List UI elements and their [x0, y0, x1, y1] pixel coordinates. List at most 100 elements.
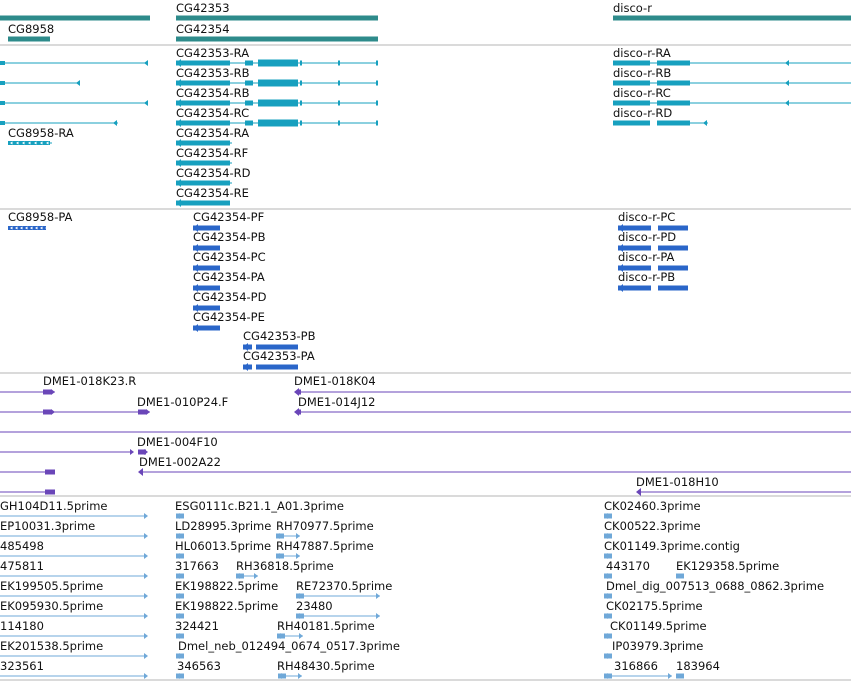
strand-arrow-left — [176, 553, 180, 559]
exon-block — [613, 60, 650, 66]
strand-arrow-left — [176, 593, 180, 599]
strand-arrow-left — [193, 244, 198, 252]
strand-arrow-left — [243, 363, 248, 371]
strand-arrow-left — [138, 468, 143, 476]
exon-block — [676, 573, 684, 579]
strand-arrow-left — [22, 141, 25, 145]
exon-block — [376, 100, 378, 106]
strand-arrow-left — [604, 593, 608, 599]
exon-block — [252, 364, 256, 370]
strand-arrow-left — [144, 100, 148, 106]
strand-arrow-left — [294, 388, 299, 396]
strand-arrow-right — [144, 613, 148, 619]
strand-arrow-left — [243, 343, 248, 351]
strand-arrow-right — [144, 633, 148, 639]
strand-arrow-left — [193, 224, 198, 232]
gene-bar — [176, 36, 378, 42]
exon-block — [658, 285, 688, 291]
strand-arrow-left — [236, 573, 240, 579]
exon-block — [176, 160, 230, 166]
strand-arrow-left — [10, 226, 13, 230]
strand-arrow-left — [604, 513, 608, 519]
strand-arrow-left — [193, 324, 198, 332]
exon-block — [0, 81, 5, 85]
strand-arrow-left — [618, 284, 623, 292]
exon-block — [376, 60, 378, 66]
exon-block — [618, 265, 651, 271]
strand-arrow-left — [276, 533, 280, 539]
strand-arrow-left — [296, 593, 300, 599]
strand-arrow-left — [785, 80, 789, 86]
exon-block — [658, 225, 688, 231]
strand-arrow-right — [51, 389, 55, 395]
exon-block — [138, 449, 146, 455]
exon-block — [618, 245, 651, 251]
exon-block — [176, 120, 230, 126]
strand-arrow-left — [604, 653, 608, 659]
strand-arrow-left — [35, 226, 38, 230]
exon-block — [613, 120, 650, 126]
strand-arrow-left — [40, 141, 43, 145]
strand-arrow-left — [176, 653, 180, 659]
exon-block — [252, 344, 256, 350]
exon-block — [300, 80, 302, 86]
strand-arrow-left — [193, 304, 198, 312]
exon-block — [338, 80, 340, 86]
strand-arrow-left — [618, 244, 623, 252]
strand-arrow-left — [113, 120, 117, 126]
strand-arrow-right — [144, 513, 148, 519]
exon-block — [193, 305, 220, 311]
strand-arrow-right — [144, 573, 148, 579]
exon-block — [43, 389, 51, 395]
strand-arrow-left — [176, 79, 181, 87]
exon-block — [0, 121, 5, 125]
exon-block — [613, 100, 650, 106]
exon-block — [243, 364, 298, 370]
strand-arrow-left — [785, 100, 789, 106]
gene-bar — [176, 15, 378, 21]
exon-block — [193, 285, 220, 291]
strand-arrow-left — [176, 513, 180, 519]
exon-block — [338, 60, 340, 66]
strand-arrow-right — [299, 633, 303, 639]
strand-arrow-left — [176, 673, 180, 679]
strand-arrow-left — [785, 60, 789, 66]
exon-block — [676, 673, 684, 679]
exon-block — [658, 265, 688, 271]
exon-block — [300, 100, 302, 106]
exon-block — [300, 120, 302, 126]
exon-block — [613, 80, 650, 86]
strand-arrow-left — [16, 141, 19, 145]
strand-arrow-left — [277, 633, 281, 639]
exon-block — [176, 140, 230, 146]
strand-arrow-left — [46, 141, 49, 145]
exon-block — [618, 225, 651, 231]
exon-block — [45, 469, 55, 475]
strand-arrow-right — [296, 553, 300, 559]
strand-arrow-left — [176, 159, 181, 167]
exon-block — [45, 489, 55, 495]
exon-block — [176, 60, 230, 66]
strand-arrow-left — [176, 99, 181, 107]
strand-arrow-left — [34, 141, 37, 145]
gene-bar — [8, 36, 50, 42]
strand-arrow-right — [376, 593, 380, 599]
gene-bar — [613, 15, 851, 21]
exon-block — [300, 60, 302, 66]
strand-arrow-left — [76, 80, 80, 86]
exon-block — [193, 265, 220, 271]
strand-arrow-left — [294, 408, 299, 416]
strand-arrow-left — [176, 199, 181, 207]
strand-arrow-right — [376, 613, 380, 619]
strand-arrow-left — [618, 264, 623, 272]
strand-arrow-left — [176, 179, 181, 187]
exon-block — [176, 100, 230, 106]
strand-arrow-right — [254, 573, 258, 579]
gene-bar — [0, 15, 150, 21]
exon-block — [176, 200, 230, 206]
strand-arrow-left — [176, 139, 181, 147]
strand-arrow-left — [25, 226, 28, 230]
exon-block — [618, 285, 651, 291]
strand-arrow-right — [296, 533, 300, 539]
